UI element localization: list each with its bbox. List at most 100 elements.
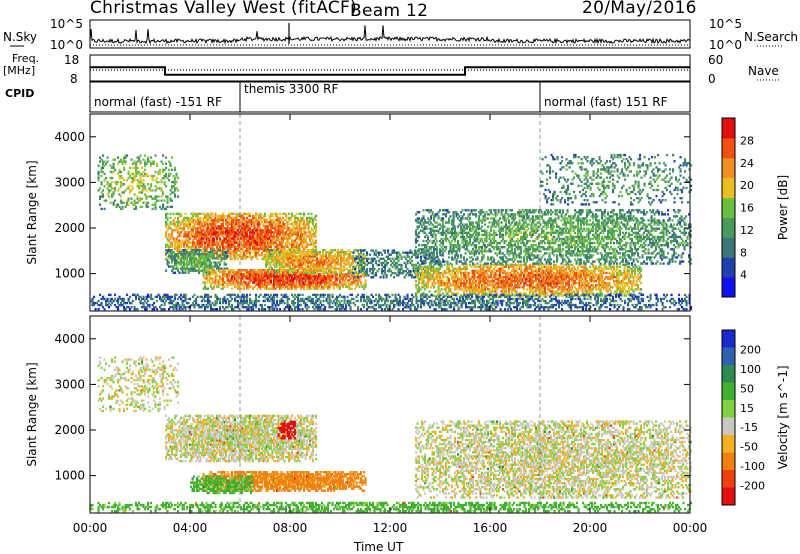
range-gate-cell [428, 271, 431, 275]
range-gate-cell [357, 276, 360, 279]
range-gate-cell [303, 223, 306, 226]
range-gate-cell [229, 227, 232, 230]
range-gate-cell [294, 241, 297, 244]
range-gate-cell [241, 229, 244, 232]
range-gate-cell [240, 255, 243, 259]
range-gate-cell [292, 239, 295, 242]
range-gate-cell [223, 233, 226, 236]
range-gate-cell [231, 243, 234, 246]
range-gate-cell [244, 255, 247, 259]
range-gate-cell [273, 241, 276, 244]
range-gate-cell [229, 257, 232, 261]
range-gate-cell [166, 205, 169, 209]
beam-label: Beam 12 [350, 1, 429, 21]
range-gate-cell [420, 255, 423, 258]
range-gate-cell [286, 237, 289, 240]
range-gate-cell [457, 292, 460, 295]
range-gate-cell [255, 251, 258, 255]
range-gate-cell [166, 212, 169, 216]
range-gate-cell [240, 220, 243, 224]
range-gate-cell [217, 279, 220, 282]
range-gate-cell [494, 265, 497, 268]
range-gate-cell [556, 267, 559, 271]
range-gate-cell [219, 231, 222, 234]
range-gate-cell [249, 231, 252, 234]
range-gate-cell [139, 199, 142, 202]
range-gate-cell [168, 249, 171, 252]
range-gate-cell [247, 227, 250, 230]
range-gate-cell [178, 241, 181, 244]
range-gate-cell [202, 216, 205, 220]
range-gate-cell [114, 168, 117, 172]
range-gate-cell [400, 255, 403, 258]
range-gate-cell [294, 216, 297, 220]
range-gate-cell [195, 227, 198, 230]
range-gate-cell [336, 275, 339, 278]
range-gate-cell [177, 235, 180, 238]
range-gate-cell [253, 253, 256, 257]
range-gate-cell [375, 253, 378, 256]
range-gate-cell [249, 251, 252, 255]
range-gate-cell [228, 229, 231, 232]
range-gate-cell [542, 277, 545, 281]
range-gate-cell [357, 261, 360, 265]
range-gate-cell [357, 281, 360, 284]
range-gate-cell [289, 263, 292, 266]
range-gate-cell [228, 247, 231, 250]
range-gate-cell [265, 218, 268, 222]
range-gate-cell [225, 257, 228, 260]
range-gate-cell [295, 281, 298, 284]
range-gate-cell [234, 231, 237, 234]
range-gate-cell [105, 199, 108, 202]
range-gate-cell [514, 288, 517, 291]
range-gate-cell [287, 259, 290, 262]
range-gate-cell [464, 277, 467, 281]
range-gate-cell [225, 223, 228, 226]
range-gate-cell [229, 249, 232, 253]
range-gate-cell [205, 223, 208, 226]
range-gate-cell [97, 179, 100, 182]
range-gate-cell [551, 273, 554, 277]
range-gate-cell [409, 272, 412, 275]
range-gate-cell [370, 261, 373, 265]
range-gate-cell [568, 280, 571, 283]
range-gate-cell [211, 214, 214, 218]
range-gate-cell [488, 282, 491, 285]
range-gate-cell [253, 223, 256, 226]
range-gate-cell [123, 158, 126, 161]
range-gate-cell [262, 216, 265, 220]
range-gate-cell [195, 237, 198, 240]
range-gate-cell [271, 231, 274, 234]
range-gate-cell [393, 276, 396, 279]
range-gate-cell [199, 249, 202, 252]
range-gate-cell [192, 229, 195, 232]
range-gate-cell [100, 158, 103, 161]
range-gate-cell [310, 243, 313, 246]
range-gate-cell [289, 233, 292, 236]
range-gate-cell [175, 237, 178, 240]
range-gate-cell [175, 220, 178, 224]
range-gate-cell [277, 223, 280, 226]
range-gate-cell [223, 227, 226, 230]
range-gate-cell [551, 288, 554, 291]
range-gate-cell [478, 292, 481, 295]
noise-tick-bottom-right: 10^0 [709, 38, 742, 52]
range-gate-cell [424, 261, 427, 265]
range-gate-cell [198, 243, 201, 246]
range-gate-cell [169, 212, 172, 216]
range-gate-cell [265, 251, 268, 255]
range-gate-cell [268, 271, 271, 274]
range-gate-cell [177, 231, 180, 234]
range-gate-cell [174, 166, 177, 170]
range-gate-cell [405, 257, 408, 260]
range-gate-cell [283, 223, 286, 226]
range-gate-cell [213, 255, 216, 259]
range-gate-cell [350, 269, 353, 272]
range-gate-cell [261, 281, 264, 284]
range-gate-cell [190, 263, 193, 266]
range-gate-cell [280, 237, 283, 240]
range-gate-cell [213, 223, 216, 226]
range-gate-cell [207, 239, 210, 242]
range-gate-cell [229, 212, 232, 216]
range-gate-cell [358, 279, 361, 282]
